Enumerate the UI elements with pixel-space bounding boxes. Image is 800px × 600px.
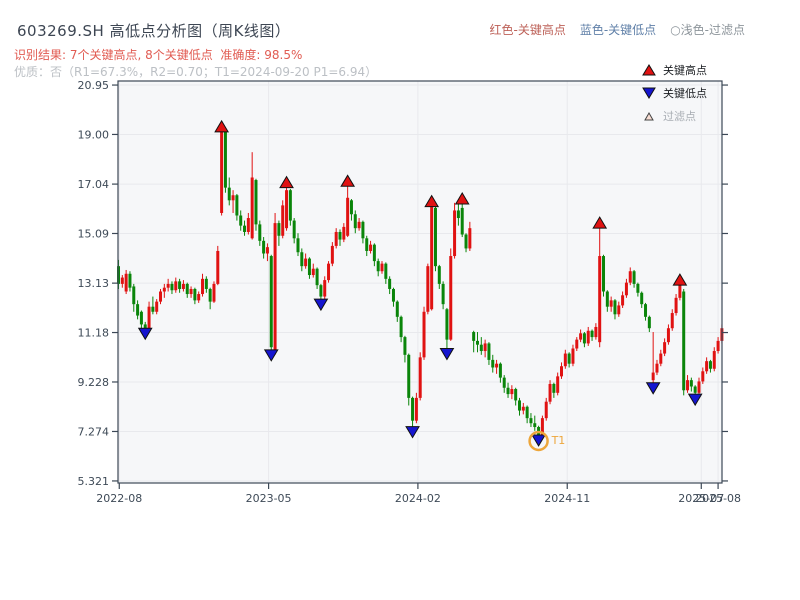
t1-label: T1 [551,434,566,447]
legend-item-key-low: 关键低点 [642,81,752,104]
key-low-markers [137,298,703,447]
color-key-row: 红色-关键高点 蓝色-关键低点 ○浅色-过滤点 [490,21,746,38]
x-tick-label: 2025-07 [678,492,724,505]
legend-item-filtered: 过滤点 [642,104,752,127]
page-title: 603269.SH 高低点分析图（周K线图） [17,22,291,40]
legend-item-key-high: 关键高点 [642,58,752,81]
x-tick-label: 2024-11 [544,492,590,505]
y-tick-label: 9.228 [78,376,110,389]
y-tick-label: 7.274 [78,425,110,438]
y-tick-label: 5.321 [78,475,110,488]
y-tick-label: 15.09 [78,227,110,240]
candles-group [117,126,724,440]
x-tick-label: 2025-08 [695,492,741,505]
quality-line: 优质：否（R1=67.3%，R2=0.70；T1=2024-09-20 P1=6… [14,65,378,79]
x-tick-label: 2024-02 [395,492,441,505]
legend-label-key-low: 关键低点 [663,86,707,100]
color-key-high: 红色-关键高点 [489,23,566,37]
recognition-result-line: 识别结果: 7个关键高点, 8个关键低点 准确度: 98.5% [14,48,303,62]
plot-legend: 关键高点 关键低点 过滤点 [642,58,752,127]
x-tick-label: 2022-08 [96,492,142,505]
gridlines [118,81,722,483]
y-tick-label: 19.00 [78,128,110,141]
legend-label-filtered: 过滤点 [663,109,696,123]
plot-border [117,80,723,484]
up-triangle-icon [642,63,656,75]
legend-label-key-high: 关键高点 [663,63,707,77]
down-triangle-icon [642,87,656,99]
y-tick-label: 20.95 [78,79,110,92]
key-high-markers [214,119,688,286]
y-tick-label: 13.13 [78,277,110,290]
color-key-filtered: ○浅色-过滤点 [670,23,745,37]
y-tick-label: 17.04 [78,178,110,191]
hollow-triangle-icon [644,111,654,120]
x-tick-label: 2023-05 [246,492,292,505]
t1-annotation: T1 [528,430,566,452]
axis-ticks: 20.95 19.00 17.04 15.09 13.13 11.18 9.228 7.274… [78,79,742,505]
color-key-low: 蓝色-关键低点 [579,23,657,37]
y-tick-label: 11.18 [78,326,110,339]
